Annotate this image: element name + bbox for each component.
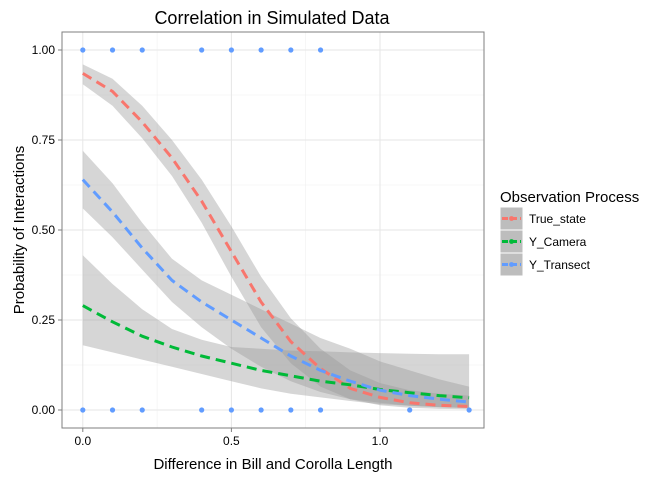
data-point	[80, 407, 86, 413]
data-point	[258, 407, 264, 413]
data-point	[288, 407, 294, 413]
legend-key-point	[509, 239, 514, 244]
legend-item-true-state: True_state	[499, 206, 586, 231]
y-axis: 0.00 0.25 0.50 0.75 1.00	[32, 43, 62, 417]
data-point	[317, 47, 324, 53]
data-point	[258, 47, 264, 53]
series-line-y-camera	[82, 304, 470, 400]
legend-key-point	[509, 262, 514, 267]
data-point	[407, 407, 413, 413]
legend-label: Y_Camera	[529, 235, 587, 249]
x-axis: 0.0 0.5 1.0	[74, 428, 389, 448]
data-point	[109, 407, 116, 413]
y-tick-label: 0.50	[32, 223, 56, 237]
data-point	[199, 47, 205, 53]
data-point	[317, 407, 324, 413]
legend-item-y-transect: Y_Transect	[499, 252, 591, 277]
x-tick-label: 1.0	[372, 434, 389, 448]
data-point	[109, 47, 116, 53]
legend-key-point	[509, 216, 514, 221]
plot-panel	[61, 31, 485, 429]
ribbon-y-camera	[82, 255, 470, 408]
y-tick-label: 1.00	[32, 43, 56, 57]
legend-item-y-camera: Y_Camera	[499, 229, 587, 254]
data-point	[139, 407, 145, 413]
legend: Observation Process True_state Y_Camera Y_…	[499, 189, 639, 277]
data-point	[228, 47, 234, 53]
x-tick-label: 0.5	[223, 434, 240, 448]
x-axis-title: Difference in Bill and Corolla Length	[153, 456, 392, 473]
data-point	[139, 47, 145, 53]
y-tick-label: 0.25	[32, 313, 56, 327]
legend-label: Y_Transect	[529, 258, 591, 272]
y-axis-title: Probability of Interactions	[11, 146, 28, 314]
y-tick-label: 0.75	[32, 133, 56, 147]
data-point	[80, 47, 86, 53]
series-line-y-transect	[81, 178, 470, 404]
legend-label: True_state	[529, 212, 586, 226]
ribbon-y-transect	[82, 150, 470, 409]
ribbon-true-state	[82, 64, 470, 410]
legend-title: Observation Process	[500, 189, 639, 206]
series-line-true-state	[82, 72, 470, 408]
data-point	[228, 407, 234, 413]
data-point	[199, 407, 205, 413]
data-point	[288, 47, 294, 53]
y-tick-label: 0.00	[32, 403, 56, 417]
data-point	[466, 407, 472, 413]
chart-title: Correlation in Simulated Data	[154, 8, 390, 28]
x-tick-label: 0.0	[74, 434, 91, 448]
